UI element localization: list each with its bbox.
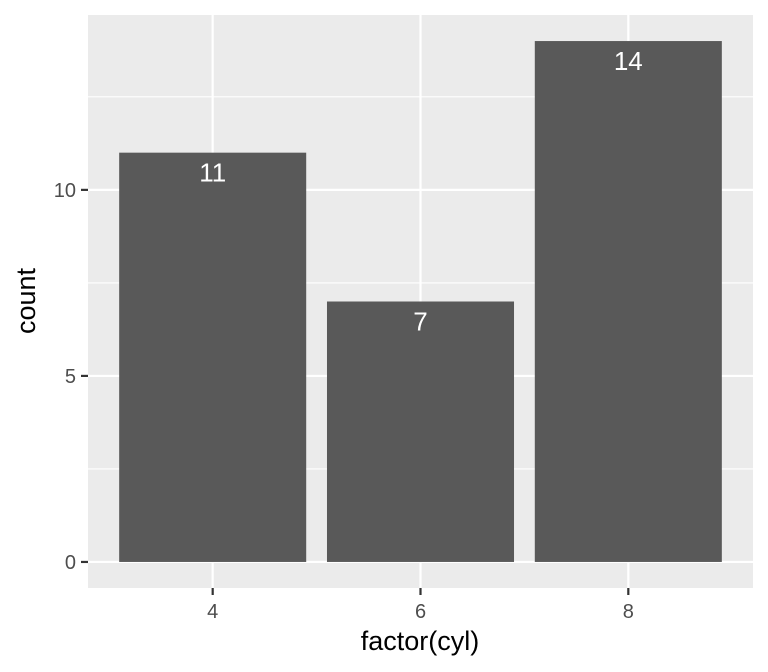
x-tick-label: 6 — [415, 601, 426, 623]
bar-6 — [326, 301, 515, 562]
y-tick-label: 10 — [54, 180, 76, 202]
y-axis: 0 5 10 — [54, 180, 88, 574]
bar-data-label: 7 — [413, 307, 427, 337]
y-tick-label: 0 — [65, 552, 76, 574]
x-axis: 4 6 8 — [207, 588, 634, 623]
x-tick-label: 8 — [623, 601, 634, 623]
bars — [119, 41, 722, 562]
bar-8 — [534, 41, 722, 562]
bar-4 — [119, 152, 307, 562]
bar-data-label: 11 — [199, 158, 226, 188]
x-axis-title: factor(cyl) — [361, 626, 480, 656]
y-tick-label: 5 — [65, 366, 76, 388]
y-axis-title: count — [11, 267, 41, 334]
bar-data-label: 14 — [614, 46, 643, 76]
x-tick-label: 4 — [207, 601, 218, 623]
bar-data-labels: 11 7 14 — [199, 46, 643, 336]
